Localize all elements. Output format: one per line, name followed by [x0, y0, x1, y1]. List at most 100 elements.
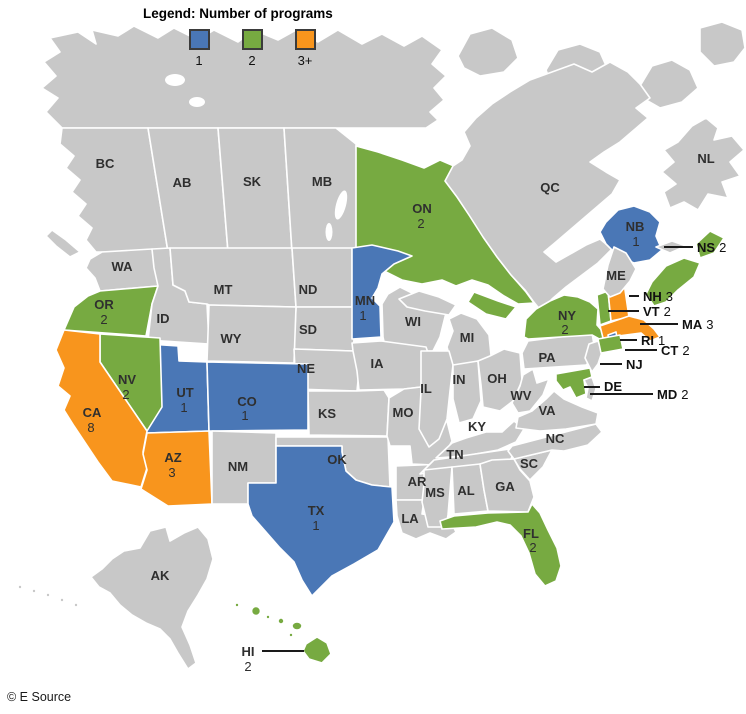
region-mi-up [398, 290, 457, 316]
label-ca: CA [83, 405, 102, 420]
label-al: AL [457, 483, 474, 498]
region-ia [351, 340, 432, 391]
label-fl: FL [523, 526, 539, 541]
region-il [418, 350, 454, 448]
label-va: VA [538, 403, 556, 418]
label-nb: NB [626, 219, 645, 234]
label-tx: TX [308, 503, 325, 518]
lake [165, 74, 185, 86]
callout-vt: VT 2 [643, 304, 671, 319]
region-arctic-island [639, 59, 699, 109]
label-mn: MN [355, 293, 375, 308]
region-arctic-island [457, 27, 519, 77]
region-hi-island [291, 621, 303, 631]
region-tx [247, 445, 395, 597]
region-co [206, 361, 309, 432]
label-mb: MB [312, 174, 332, 189]
region-hi-island [277, 617, 285, 625]
label-nd: ND [299, 282, 318, 297]
region-az [140, 430, 213, 507]
value-nv: 2 [122, 387, 129, 402]
label-tn: TN [446, 447, 463, 462]
region-sk [217, 127, 293, 253]
legend-title: Legend: Number of programs [143, 6, 333, 21]
callout-ma: MA 3 [682, 317, 713, 332]
legend-label-1: 1 [195, 53, 203, 68]
region-ga [479, 458, 535, 513]
callout-ct: CT 2 [661, 343, 690, 358]
label-ne: NE [297, 361, 315, 376]
label-az: AZ [164, 450, 181, 465]
value-or: 2 [100, 312, 107, 327]
label-ak: AK [151, 568, 170, 583]
label-sc: SC [520, 456, 539, 471]
region-wv [511, 368, 550, 414]
region-arctic-island [699, 21, 746, 67]
region-fl [439, 503, 562, 587]
label-sd: SD [299, 322, 317, 337]
legend-swatch-orange [294, 29, 316, 50]
region-ns-cape-breton [695, 230, 725, 259]
label-qc: QC [540, 180, 560, 195]
callout-ri: RI 1 [641, 333, 665, 348]
callout-hi-value: 2 [244, 659, 251, 674]
region-hi-island [234, 602, 240, 608]
region-nl [661, 117, 745, 211]
label-oh: OH [487, 371, 507, 386]
label-ok: OK [327, 452, 347, 467]
label-nv: NV [118, 372, 136, 387]
region-ca [55, 329, 148, 488]
value-tx: 1 [312, 518, 319, 533]
region-nd [291, 247, 353, 308]
value-ca: 8 [87, 420, 94, 435]
region-on-peninsula [467, 291, 517, 320]
label-wy: WY [221, 331, 242, 346]
legend-swatch-green [241, 29, 263, 50]
label-ia: IA [371, 356, 385, 371]
label-me: ME [606, 268, 626, 283]
region-me [602, 246, 637, 298]
label-or: OR [94, 297, 114, 312]
label-pa: PA [538, 350, 556, 365]
value-co: 1 [241, 408, 248, 423]
value-on: 2 [417, 216, 424, 231]
legend-item-1: 1 [188, 29, 210, 68]
value-ut: 1 [180, 400, 187, 415]
label-mt: MT [214, 282, 233, 297]
region-va [515, 390, 599, 432]
region-md [555, 367, 593, 399]
region-ak-aleutian [31, 588, 37, 594]
label-nl: NL [697, 151, 714, 166]
lake-winnipeg [334, 190, 348, 220]
region-ak-aleutian [59, 597, 65, 603]
region-ns [645, 257, 701, 307]
lake [189, 97, 205, 107]
region-mb [283, 127, 361, 253]
value-mn: 1 [359, 308, 366, 323]
label-mi: MI [460, 330, 474, 345]
legend-item-2: 2 [241, 29, 263, 68]
callout-md: MD 2 [657, 387, 688, 402]
region-ak-aleutian [17, 584, 23, 590]
region-hi-big-island [302, 636, 332, 664]
label-ky: KY [468, 419, 486, 434]
legend-row: 1 2 3+ [188, 29, 333, 68]
label-ms: MS [425, 485, 445, 500]
label-mo: MO [393, 405, 414, 420]
callout-lines [262, 246, 693, 652]
region-mn [351, 244, 413, 340]
legend-label-3: 3+ [297, 53, 313, 68]
region-in [452, 360, 482, 424]
label-il: IL [420, 381, 432, 396]
lake [325, 223, 333, 241]
map-shapes [17, 21, 746, 670]
label-ga: GA [495, 479, 515, 494]
label-on: ON [412, 201, 432, 216]
label-in: IN [453, 372, 466, 387]
region-nc [507, 423, 603, 460]
legend-label-2: 2 [248, 53, 256, 68]
callout-nh: NH 3 [643, 289, 673, 304]
callout-de: DE [604, 379, 622, 394]
region-ak-aleutian [45, 592, 51, 598]
